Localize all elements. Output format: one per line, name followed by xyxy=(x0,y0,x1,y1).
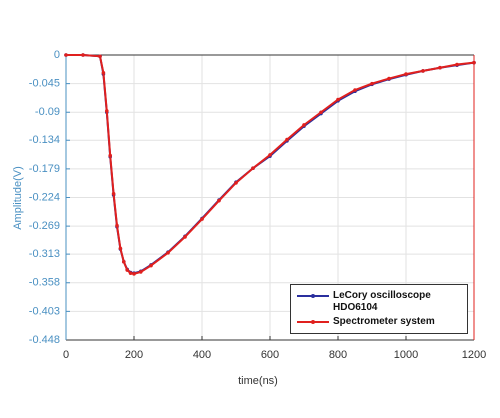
data-point xyxy=(118,246,123,251)
data-point xyxy=(128,271,133,276)
x-tick-label: 200 xyxy=(125,349,143,361)
data-point xyxy=(98,54,102,59)
y-tick-label: -0.403 xyxy=(29,305,60,317)
x-tick-label: 800 xyxy=(329,349,347,361)
legend-entry: Spectrometer system xyxy=(297,316,461,328)
legend-label: Spectrometer system xyxy=(333,316,435,327)
data-point xyxy=(387,76,391,81)
y-tick-label: -0.09 xyxy=(35,106,60,118)
data-point xyxy=(285,137,289,142)
data-point xyxy=(217,198,221,203)
legend-swatch xyxy=(297,290,329,302)
data-point xyxy=(268,153,272,157)
data-point xyxy=(115,223,119,228)
data-point xyxy=(108,153,112,158)
x-tick-label: 400 xyxy=(193,349,211,361)
x-tick-label: 1200 xyxy=(462,349,486,361)
legend-swatch xyxy=(297,316,329,328)
data-point xyxy=(472,60,476,65)
y-tick-label: -0.448 xyxy=(29,334,60,346)
y-tick-label: -0.179 xyxy=(29,163,60,175)
series-line xyxy=(66,54,475,275)
data-point xyxy=(64,53,68,57)
data-point xyxy=(132,272,136,276)
data-point xyxy=(302,123,306,127)
y-tick-label: -0.045 xyxy=(29,78,60,90)
y-tick-label: -0.269 xyxy=(29,220,60,232)
data-point xyxy=(200,217,204,221)
y-tick-label: -0.313 xyxy=(29,248,60,260)
data-point xyxy=(421,69,425,73)
y-tick-label: -0.134 xyxy=(29,134,60,146)
x-tick-label: 600 xyxy=(261,349,279,361)
data-point xyxy=(353,88,357,92)
data-point xyxy=(319,110,323,115)
data-point xyxy=(455,62,459,67)
x-tick-label: 0 xyxy=(63,349,69,361)
legend: LeCory oscilloscope HDO6104 Spectrometer … xyxy=(290,284,468,334)
y-tick-label: -0.224 xyxy=(29,191,60,203)
data-point xyxy=(111,191,116,196)
data-point xyxy=(166,251,170,255)
data-point xyxy=(251,166,255,171)
y-axis-label: Amplitude(V) xyxy=(12,166,24,230)
data-point xyxy=(438,65,442,70)
legend-entry: LeCory oscilloscope HDO6104 xyxy=(297,290,461,314)
y-tick-label: -0.358 xyxy=(29,277,60,289)
data-point xyxy=(81,53,85,57)
x-axis-label: time(ns) xyxy=(238,375,278,387)
data-point xyxy=(234,181,238,185)
data-point xyxy=(122,259,126,264)
data-point xyxy=(336,97,340,102)
data-point xyxy=(149,263,153,268)
data-point xyxy=(370,81,374,86)
data-point xyxy=(101,71,106,75)
data-point xyxy=(404,72,408,76)
y-tick-label: 0 xyxy=(54,49,60,61)
data-point xyxy=(139,270,143,274)
legend-label: LeCory oscilloscope HDO6104 xyxy=(333,290,431,313)
data-point xyxy=(105,109,109,113)
data-point xyxy=(183,235,187,239)
data-point xyxy=(125,268,129,272)
x-tick-label: 1000 xyxy=(394,349,418,361)
